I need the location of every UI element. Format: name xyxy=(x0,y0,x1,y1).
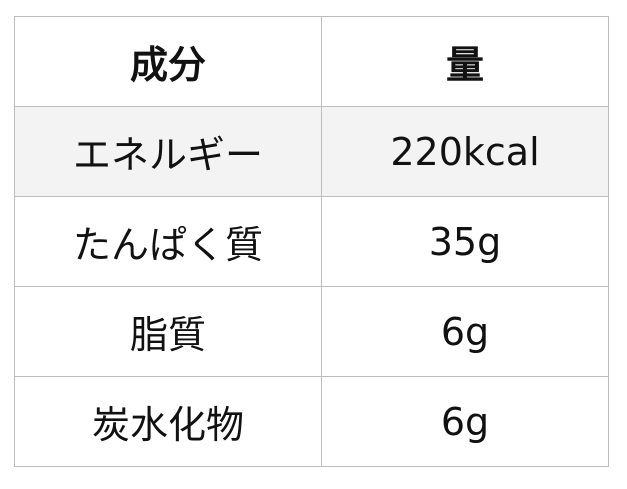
cell-ingredient: エネルギー xyxy=(14,106,322,197)
cell-amount: 35g xyxy=(321,196,609,287)
table-row: たんぱく質 35g xyxy=(14,196,609,287)
cell-ingredient: たんぱく質 xyxy=(14,196,322,287)
table-row: 脂質 6g xyxy=(14,286,609,377)
table-row: 炭水化物 6g xyxy=(14,376,609,467)
cell-ingredient: 炭水化物 xyxy=(14,376,322,467)
header-amount: 量 xyxy=(321,16,609,107)
header-row: 成分 量 xyxy=(14,16,609,107)
header-ingredient: 成分 xyxy=(14,16,322,107)
cell-amount: 6g xyxy=(321,376,609,467)
table-row: エネルギー 220kcal xyxy=(14,106,609,197)
cell-ingredient: 脂質 xyxy=(14,286,322,377)
nutrition-table: 成分 量 エネルギー 220kcal たんぱく質 35g 脂質 6g 炭水化物 … xyxy=(14,16,609,467)
cell-amount: 220kcal xyxy=(321,106,609,197)
cell-amount: 6g xyxy=(321,286,609,377)
